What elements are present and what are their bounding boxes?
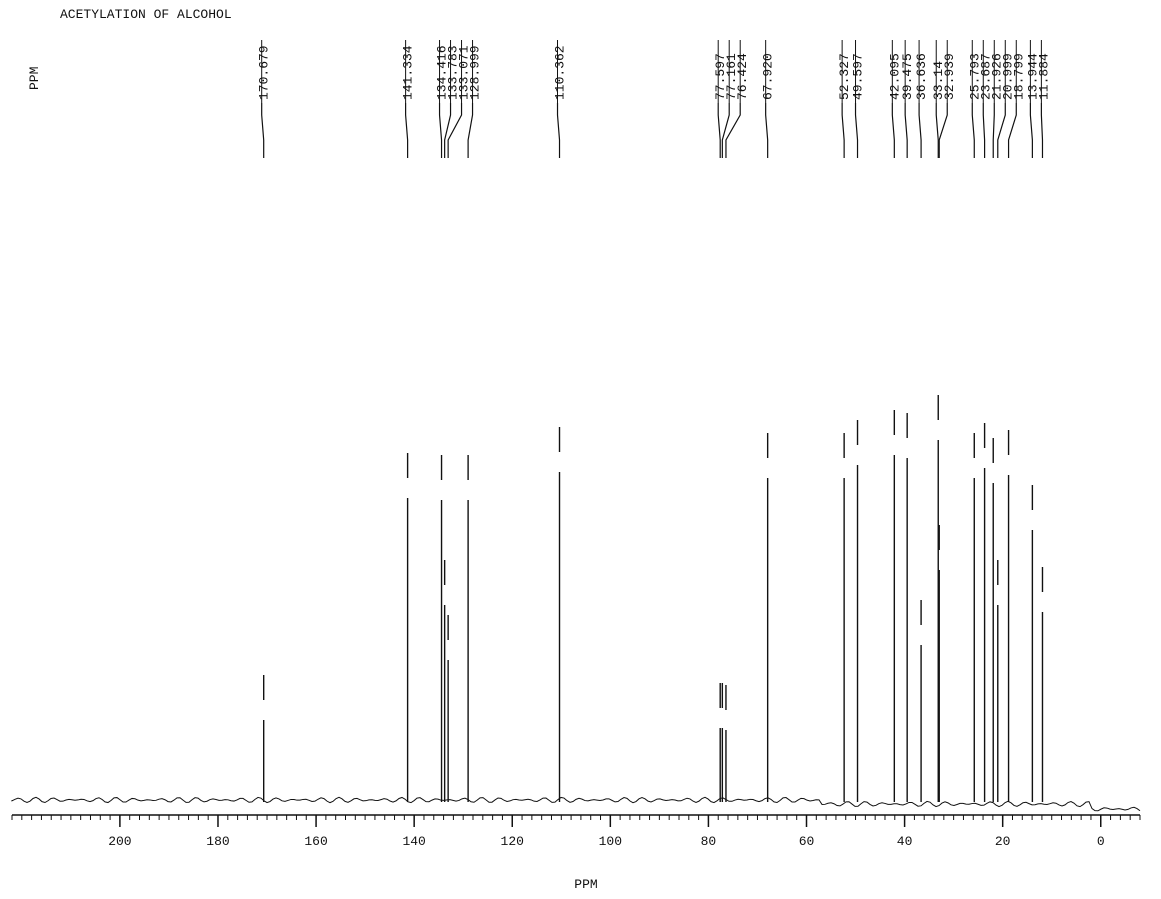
peak-label: 170.679 [257,45,272,100]
peak-label-leader [997,103,1006,158]
peak-label: 76.424 [735,53,750,100]
peak-label: 52.327 [837,53,852,100]
peak-label-leader [405,103,409,158]
peak-label-leader [438,103,443,158]
peak-label-leader [1029,103,1033,158]
x-tick-label: 200 [108,834,131,849]
peak-label: 25.793 [967,53,982,100]
x-tick-label: 180 [206,834,229,849]
peak-label-leader [904,103,908,158]
peak-label-leader [447,103,463,158]
peak-label: 20.999 [1000,53,1015,100]
corner-label: PPM [27,67,42,90]
peak-label-leader [721,103,730,158]
x-tick-label: 120 [501,834,524,849]
peak-label-leader [261,103,265,158]
x-tick-label: 80 [701,834,717,849]
peak-label-leader [938,103,948,158]
x-tick-label: 0 [1097,834,1105,849]
peak-label-leader [467,103,474,158]
peak-label: 67.920 [761,53,776,100]
peak-label: 77.161 [724,53,739,100]
peak-label: 32.939 [942,53,957,100]
peak-label: 13.944 [1025,53,1040,100]
peak-label-leader [891,103,895,158]
peak-label: 36.636 [914,53,929,100]
peak-label: 110.362 [553,45,568,100]
peak-label: 128.999 [468,45,483,100]
x-tick-label: 100 [599,834,622,849]
peak-label-leader [918,103,922,158]
peak-label: 23.687 [978,53,993,100]
peak-label: 42.095 [887,53,902,100]
peak-label-leader [971,103,975,158]
peak-label-leader [1007,103,1017,158]
peak-label: 18.799 [1011,53,1026,100]
peak-label-leader [854,103,859,158]
baseline [11,796,1141,812]
x-tick-label: 140 [402,834,425,849]
peak-label-leader [717,103,721,158]
peak-label: 134.416 [435,45,450,100]
x-tick-label: 20 [995,834,1011,849]
x-axis-label: PPM [574,877,597,892]
peak-label: 133.783 [446,45,461,100]
peak-label: 21.926 [989,53,1004,100]
x-tick-label: 160 [304,834,327,849]
peak-label-leader [841,103,845,158]
peak-label: 49.597 [851,53,866,100]
peak-label-leader [725,103,741,158]
peak-label-leader [1040,103,1044,158]
peak-label-leader [992,103,995,158]
peak-label-leader [444,103,452,158]
peak-label-leader [982,103,986,158]
peak-label-leader [935,103,939,158]
x-tick-label: 60 [799,834,815,849]
peak-label: 77.597 [713,53,728,100]
peak-label-leader [765,103,769,158]
peak-label: 33.14 [931,61,946,100]
peak-label: 141.334 [401,45,416,100]
peak-label: 39.475 [900,53,915,100]
peak-label: 11.884 [1036,53,1051,100]
x-tick-label: 40 [897,834,913,849]
peak-label: 133.071 [457,45,472,100]
peak-label-leader [556,103,561,158]
chart-title: ACETYLATION OF ALCOHOL [60,7,232,22]
